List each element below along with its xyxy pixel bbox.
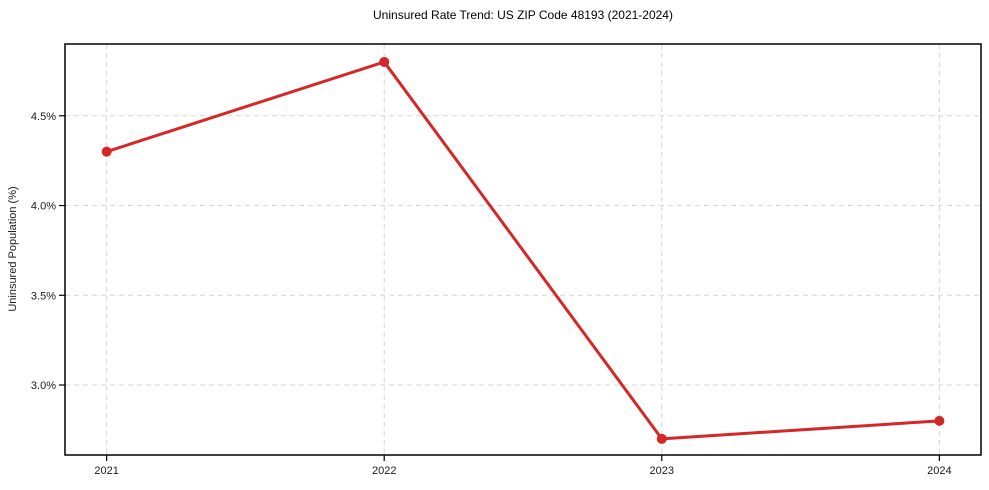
y-tick-label: 3.0%: [31, 380, 56, 392]
trend-line: [105, 60, 941, 441]
chart-title: Uninsured Rate Trend: US ZIP Code 48193 …: [373, 8, 673, 22]
x-tick-label: 2021: [94, 465, 118, 477]
plot-border: [64, 43, 982, 456]
y-tick-label: 3.5%: [31, 290, 56, 302]
x-tick-label: 2023: [650, 465, 674, 477]
x-tick-label: 2024: [927, 465, 951, 477]
data-point-2024: [934, 415, 945, 426]
y-tick-label: 4.5%: [31, 111, 56, 123]
y-tick-label: 4.0%: [31, 201, 56, 213]
y-axis-label: Uninsured Population (%): [7, 186, 19, 312]
data-point-2021: [101, 146, 112, 157]
x-tick-label: 2022: [372, 465, 396, 477]
data-point-2022: [379, 56, 390, 67]
data-point-2023: [656, 433, 667, 444]
